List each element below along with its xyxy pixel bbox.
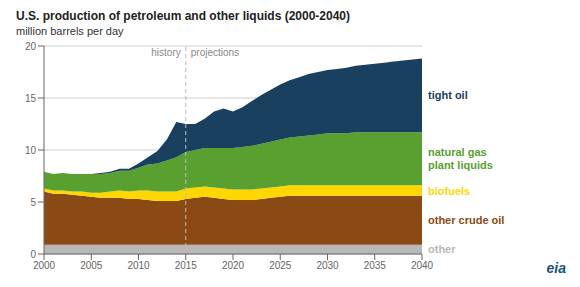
html-text:natural gas: natural gas [428,145,487,158]
html-text:biofuels: biofuels [428,184,471,196]
svg-text:2005: 2005 [80,260,103,271]
svg-text:2000: 2000 [33,260,56,271]
svg-text:history: history [151,47,180,58]
svg-text:projections: projections [191,47,239,58]
html-text:plant liquids: plant liquids [428,158,493,171]
svg-text:10: 10 [25,145,37,156]
svg-text:5: 5 [30,197,36,208]
svg-text:2020: 2020 [222,260,245,271]
html-text:eia: eia [546,260,566,276]
svg-text:0: 0 [30,249,36,260]
html-text:tight oil: tight oil [428,88,468,101]
html-text:other: other [428,242,456,255]
svg-text:2015: 2015 [175,260,198,271]
svg-text:20: 20 [25,41,37,52]
svg-text:2040: 2040 [411,260,434,271]
html-text:U.S. production of petroleum a: U.S. production of petroleum and other l… [16,9,350,23]
svg-text:2035: 2035 [364,260,387,271]
html-text:million barrels per day: million barrels per day [16,25,124,37]
svg-text:2025: 2025 [269,260,292,271]
svg-text:2010: 2010 [127,260,150,271]
html-text:other crude oil: other crude oil [428,213,505,226]
svg-text:2030: 2030 [316,260,339,271]
svg-text:15: 15 [25,93,37,104]
